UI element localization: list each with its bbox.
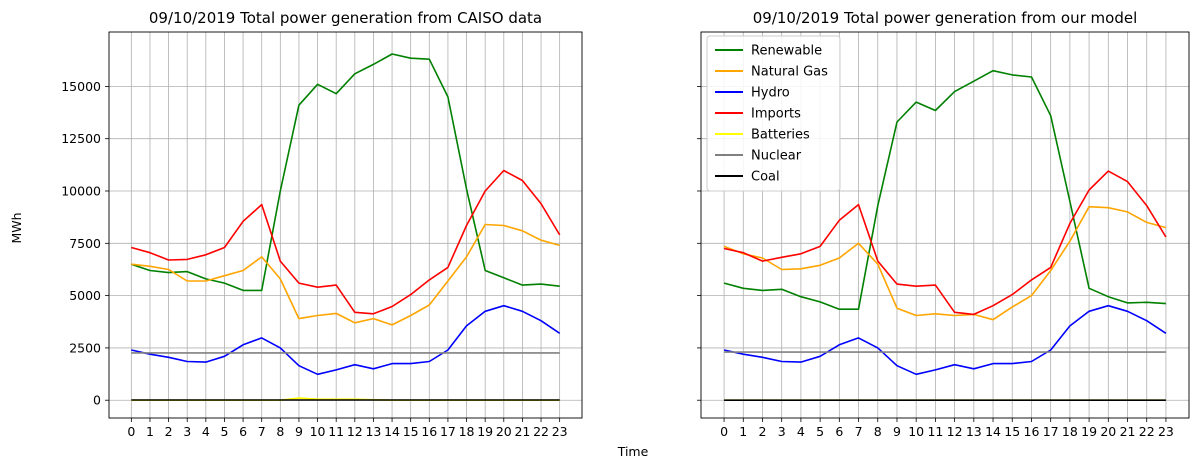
legend-label: Hydro bbox=[751, 86, 790, 101]
x-tick-label: 12 bbox=[947, 424, 963, 439]
x-tick-label: 19 bbox=[1081, 424, 1097, 439]
x-tick-label: 3 bbox=[778, 424, 786, 439]
x-tick-label: 10 bbox=[310, 424, 326, 439]
x-tick-label: 8 bbox=[276, 424, 284, 439]
x-tick-label: 0 bbox=[127, 424, 135, 439]
y-tick-label: 7500 bbox=[69, 236, 101, 251]
legend-label: Nuclear bbox=[751, 149, 802, 164]
x-tick-label: 23 bbox=[552, 424, 568, 439]
x-tick-label: 3 bbox=[183, 424, 191, 439]
x-tick-label: 17 bbox=[440, 424, 456, 439]
x-tick-label: 22 bbox=[533, 424, 549, 439]
x-tick-label: 1 bbox=[739, 424, 747, 439]
x-tick-label: 16 bbox=[1024, 424, 1040, 439]
series-line-natural-gas bbox=[131, 223, 560, 326]
x-tick-label: 5 bbox=[220, 424, 228, 439]
x-tick-label: 2 bbox=[165, 424, 173, 439]
y-tick-label: 12500 bbox=[61, 131, 101, 146]
x-tick-label: 15 bbox=[403, 424, 419, 439]
legend-label: Batteries bbox=[751, 128, 810, 143]
series-line-imports bbox=[131, 169, 561, 315]
series-line-renewable bbox=[131, 53, 560, 292]
y-tick-label: 5000 bbox=[69, 288, 101, 303]
x-tick-label: 5 bbox=[816, 424, 824, 439]
legend-label: Imports bbox=[751, 107, 801, 122]
x-tick-label: 9 bbox=[295, 424, 303, 439]
legend-label: Coal bbox=[751, 170, 780, 185]
series-line-imports bbox=[723, 170, 1167, 316]
x-tick-label: 23 bbox=[1158, 424, 1174, 439]
x-tick-label: 11 bbox=[328, 424, 344, 439]
x-tick-label: 13 bbox=[966, 424, 982, 439]
x-tick-label: 21 bbox=[514, 424, 530, 439]
legend-label: Natural Gas bbox=[751, 65, 828, 80]
x-tick-label: 6 bbox=[835, 424, 843, 439]
legend-label: Renewable bbox=[751, 44, 822, 59]
y-tick-label: 2500 bbox=[69, 340, 101, 355]
legend-box bbox=[706, 35, 841, 192]
chart-panel-2: 0 1 2 3 4 5 6 7 8 9 10 11 12 13 14 15 16 17 18 19 20 21 22 2309… bbox=[697, 9, 1190, 439]
y-tick-label: 0 bbox=[93, 393, 101, 408]
chart-panel-1: 0 1 2 3 4 5 6 7 8 9 10 11 12 13 14 15 16 17 18 19 20 21 22 2302… bbox=[61, 9, 583, 439]
x-tick-label: 14 bbox=[384, 424, 400, 439]
series-line-hydro bbox=[131, 304, 561, 376]
x-tick-label: 6 bbox=[239, 424, 247, 439]
y-tick-label: 10000 bbox=[61, 184, 101, 199]
y-tick-label: 15000 bbox=[61, 79, 101, 94]
x-tick-label: 20 bbox=[496, 424, 512, 439]
x-tick-label: 4 bbox=[797, 424, 805, 439]
shared-x-axis-label: Time bbox=[617, 444, 649, 459]
x-tick-label: 19 bbox=[477, 424, 493, 439]
series-line-natural-gas bbox=[723, 205, 1167, 321]
x-tick-label: 18 bbox=[459, 424, 475, 439]
x-tick-label: 22 bbox=[1139, 424, 1155, 439]
x-tick-label: 15 bbox=[1004, 424, 1020, 439]
legend: Renewable Natural Gas Hydro Imports Batterie… bbox=[706, 35, 841, 192]
x-tick-label: 1 bbox=[146, 424, 154, 439]
axes-frame bbox=[700, 31, 1190, 419]
axes-frame bbox=[108, 31, 583, 419]
series-line-hydro bbox=[723, 304, 1167, 376]
x-tick-label: 4 bbox=[202, 424, 210, 439]
x-tick-label: 7 bbox=[258, 424, 266, 439]
shared-y-axis-label: MWh bbox=[9, 212, 24, 243]
chart-title: 09/10/2019 Total power generation from o… bbox=[753, 9, 1138, 27]
x-tick-label: 2 bbox=[759, 424, 767, 439]
x-tick-label: 21 bbox=[1120, 424, 1136, 439]
x-tick-label: 11 bbox=[927, 424, 943, 439]
x-tick-label: 14 bbox=[985, 424, 1001, 439]
x-tick-label: 7 bbox=[855, 424, 863, 439]
x-tick-label: 18 bbox=[1062, 424, 1078, 439]
chart-title: 09/10/2019 Total power generation from C… bbox=[149, 9, 542, 27]
x-tick-label: 13 bbox=[365, 424, 381, 439]
x-tick-label: 16 bbox=[421, 424, 437, 439]
x-tick-label: 12 bbox=[347, 424, 363, 439]
x-tick-label: 17 bbox=[1043, 424, 1059, 439]
x-tick-label: 9 bbox=[893, 424, 901, 439]
x-tick-label: 0 bbox=[720, 424, 728, 439]
series-line-renewable bbox=[723, 69, 1166, 311]
x-tick-label: 8 bbox=[874, 424, 882, 439]
x-tick-label: 10 bbox=[908, 424, 924, 439]
x-tick-label: 20 bbox=[1100, 424, 1116, 439]
